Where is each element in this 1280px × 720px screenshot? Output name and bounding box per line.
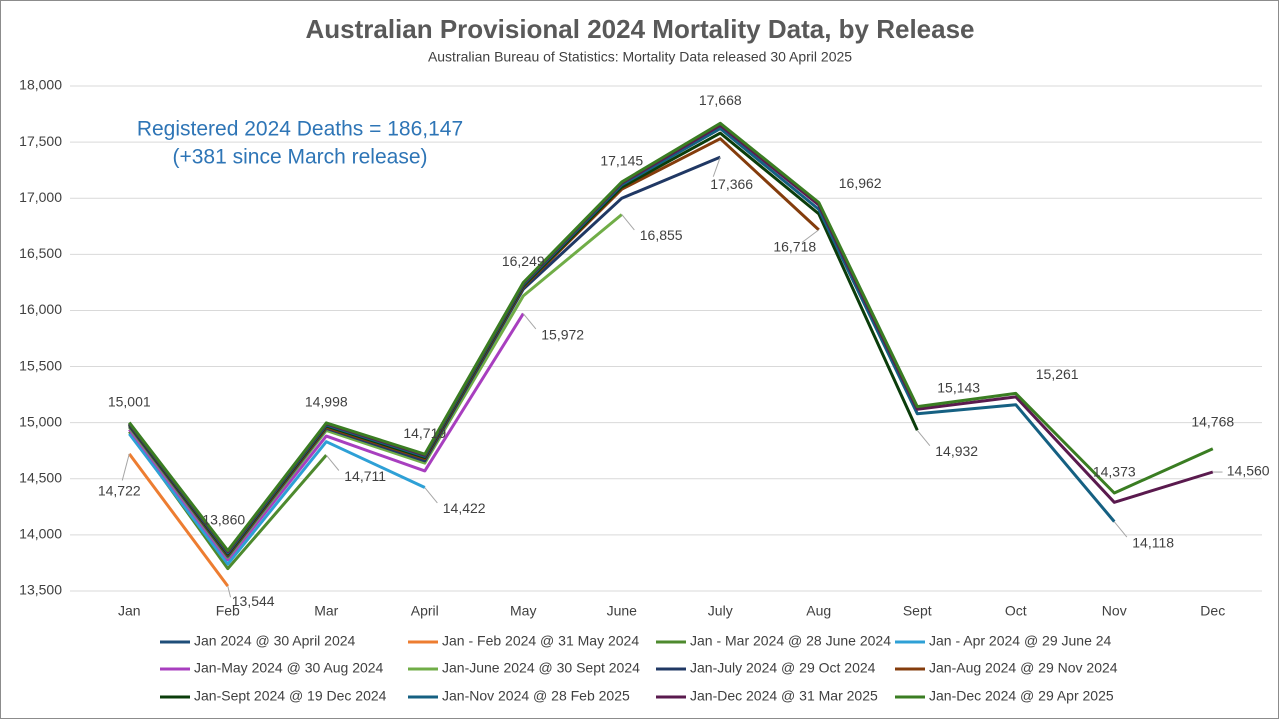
x-tick-label: Nov [1102, 603, 1127, 619]
y-tick-label: 14,000 [19, 526, 62, 542]
y-tick-label: 17,000 [19, 189, 62, 205]
series-line [128, 453, 230, 587]
legend-label: Jan - Mar 2024 @ 28 June 2024 [690, 633, 891, 649]
series-line [128, 121, 1214, 553]
legend-label: Jan 2024 @ 30 April 2024 [194, 633, 356, 649]
x-tick-label: Sept [903, 603, 932, 619]
leader-line [1113, 521, 1128, 538]
x-tick-label: May [510, 603, 536, 619]
legend-label: Jan - Apr 2024 @ 29 June 24 [929, 633, 1112, 649]
x-tick-label: Jan [118, 603, 141, 619]
x-tick-label: April [411, 603, 439, 619]
y-tick-label: 17,500 [19, 133, 62, 149]
legend-label: Jan-Nov 2024 @ 28 Feb 2025 [442, 688, 630, 704]
legend-label: Jan-May 2024 @ 30 Aug 2024 [194, 660, 384, 676]
data-label: 13,544 [232, 593, 275, 609]
data-label: 17,366 [710, 176, 753, 192]
annotation: (+381 since March release) [172, 146, 427, 169]
x-tick-label: Mar [314, 603, 338, 619]
data-label: 14,719 [403, 425, 446, 441]
y-tick-label: 13,500 [19, 582, 62, 598]
y-tick-label: 18,000 [19, 77, 62, 93]
data-label: 14,998 [305, 394, 348, 410]
y-tick-label: 15,000 [19, 413, 62, 429]
legend-label: Jan-Dec 2024 @ 29 Apr 2025 [929, 688, 1114, 704]
annotation: Registered 2024 Deaths = 186,147 [137, 118, 463, 141]
data-label: 14,932 [935, 443, 978, 459]
data-label: 14,711 [344, 468, 386, 484]
data-label: 15,261 [1036, 366, 1079, 382]
x-tick-label: July [708, 603, 733, 619]
x-tick-label: Oct [1005, 603, 1027, 619]
legend-label: Jan-June 2024 @ 30 Sept 2024 [442, 660, 640, 676]
data-label: 13,860 [202, 511, 245, 527]
data-label: 15,972 [541, 326, 584, 342]
y-tick-label: 15,500 [19, 357, 62, 373]
series-line [128, 432, 426, 566]
data-label: 15,001 [108, 393, 151, 409]
data-label: 16,249 [502, 253, 545, 269]
data-label: 14,422 [443, 500, 486, 516]
data-label: 17,668 [699, 92, 742, 108]
leader-line [916, 429, 931, 447]
chart-title: Australian Provisional 2024 Mortality Da… [305, 14, 974, 44]
data-label: 16,962 [839, 175, 882, 191]
chart-subtitle: Australian Bureau of Statistics: Mortali… [428, 49, 852, 65]
data-label: 15,143 [937, 379, 980, 395]
leader-line [801, 229, 820, 243]
legend-label: Jan-Dec 2024 @ 31 Mar 2025 [690, 688, 878, 704]
legend-label: Jan - Feb 2024 @ 31 May 2024 [442, 633, 639, 649]
leader-line [121, 453, 130, 481]
data-label: 17,145 [600, 153, 643, 169]
data-label: 14,118 [1132, 534, 1174, 550]
legend-label: Jan-July 2024 @ 29 Oct 2024 [690, 660, 876, 676]
y-tick-label: 16,500 [19, 245, 62, 261]
data-label: 14,373 [1093, 464, 1136, 480]
leader-line [325, 454, 340, 471]
data-label: 14,722 [98, 483, 141, 499]
y-tick-label: 16,000 [19, 301, 62, 317]
data-label: 14,768 [1191, 413, 1234, 429]
data-label: 16,855 [640, 227, 683, 243]
x-tick-label: Aug [806, 603, 831, 619]
data-label: 16,718 [773, 239, 816, 255]
legend-label: Jan-Aug 2024 @ 29 Nov 2024 [929, 660, 1118, 676]
x-tick-label: Dec [1200, 603, 1225, 619]
leader-line [621, 214, 635, 231]
legend-label: Jan-Sept 2024 @ 19 Dec 2024 [194, 688, 387, 704]
leader-line [712, 156, 721, 177]
x-tick-label: Feb [216, 603, 240, 619]
leader-line [424, 487, 438, 504]
leader-line [227, 585, 232, 598]
data-label: 14,560 [1227, 463, 1270, 479]
leader-line [522, 313, 537, 330]
x-tick-label: June [607, 603, 638, 619]
y-tick-label: 14,500 [19, 469, 62, 485]
